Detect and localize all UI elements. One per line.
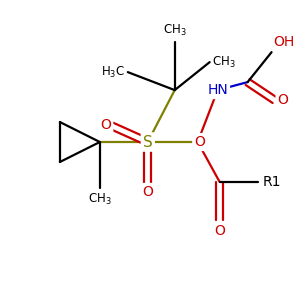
Text: O: O [100, 118, 111, 132]
Text: O: O [194, 135, 205, 149]
Text: O: O [214, 224, 225, 238]
Text: R1: R1 [262, 175, 281, 189]
Text: HN: HN [207, 83, 228, 97]
Text: S: S [143, 134, 153, 149]
Text: H$_3$C: H$_3$C [101, 64, 125, 80]
Text: OH: OH [274, 35, 295, 49]
Text: O: O [142, 185, 153, 199]
Text: CH$_3$: CH$_3$ [88, 192, 112, 207]
Text: O: O [278, 93, 288, 107]
Text: CH$_3$: CH$_3$ [212, 55, 236, 70]
Text: CH$_3$: CH$_3$ [163, 23, 187, 38]
